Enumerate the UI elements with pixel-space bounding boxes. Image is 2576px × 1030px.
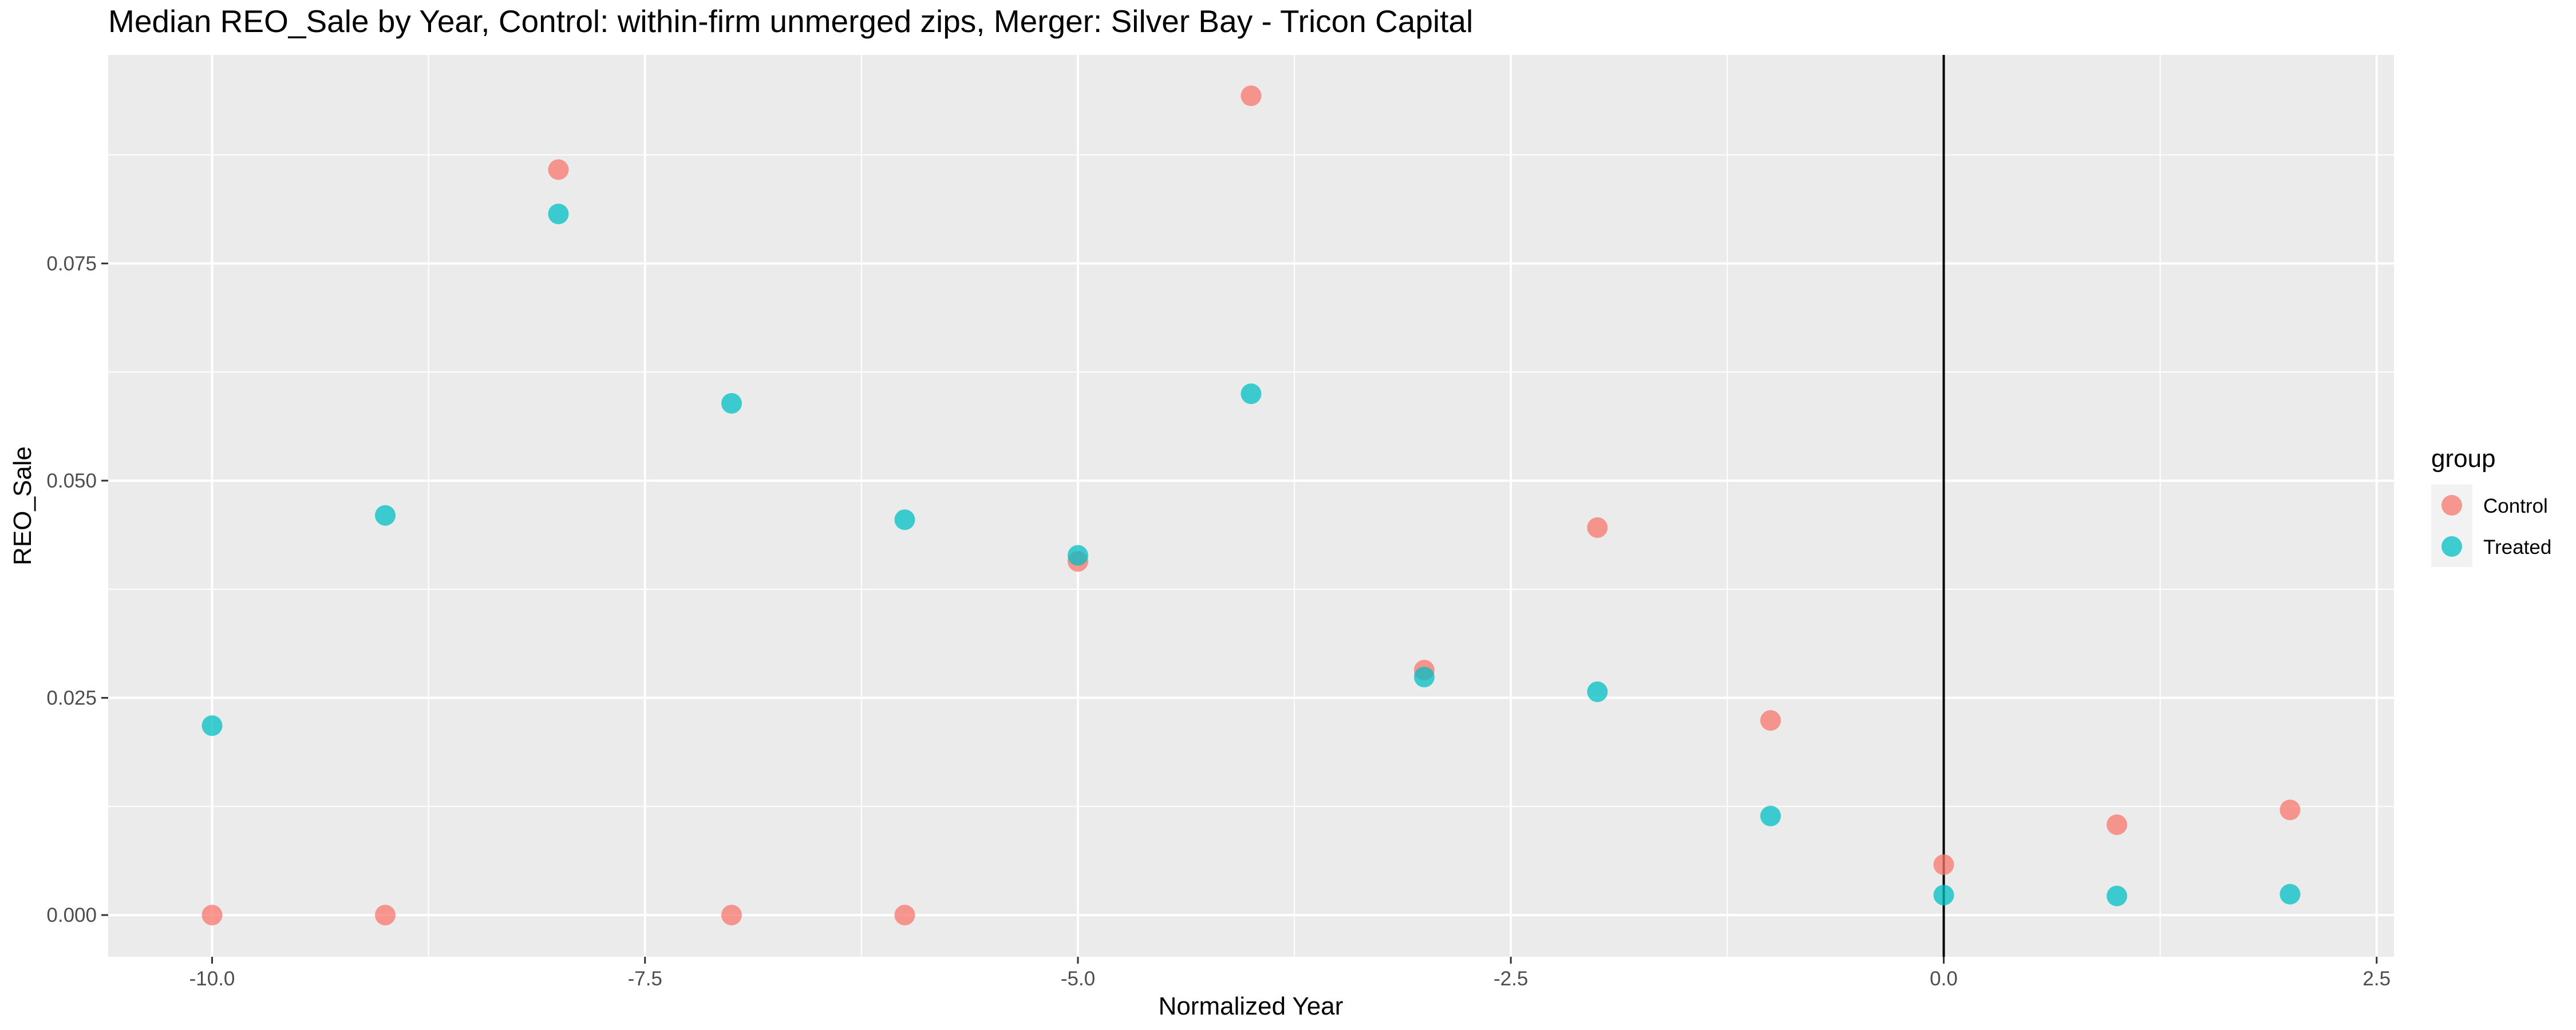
x-axis-label: Normalized Year [1159,992,1344,1020]
y-axis-label: REO_Sale [9,446,37,565]
control-point [894,905,915,926]
y-tick-label: 0.025 [46,687,97,710]
legend: group Control Treated [2431,445,2551,567]
treated-point [721,393,742,414]
x-tick-label: -5.0 [1061,968,1095,990]
treated-point [1414,667,1435,688]
treated-point [202,715,223,736]
x-tick-label: -7.5 [628,968,662,990]
legend-items: Control Treated [2431,485,2551,567]
legend-title: group [2431,445,2496,473]
treated-point [1760,806,1781,827]
legend-label-treated: Treated [2483,536,2551,558]
treated-point [2107,885,2127,906]
treated-point [1068,545,1088,566]
y-axis: 0.000 0.025 0.050 0.075 [46,252,108,926]
legend-label-control: Control [2483,495,2548,517]
treated-point [1240,383,1262,405]
y-tick-label: 0.000 [46,904,97,926]
x-tick-label: -2.5 [1494,968,1528,990]
control-point [1760,710,1781,731]
legend-swatch-control [2441,495,2462,516]
treated-point [375,505,396,526]
y-tick-label: 0.050 [46,470,97,492]
control-point [548,159,569,180]
chart-title: Median REO_Sale by Year, Control: within… [108,3,1473,39]
control-point [1240,85,1262,106]
treated-point [2279,884,2301,905]
treated-point [1587,681,1608,702]
control-point [202,905,223,926]
plot-panel [108,55,2394,957]
control-point [2107,814,2127,835]
x-tick-label: -10.0 [189,968,235,990]
control-point [2279,799,2301,821]
treated-point [1933,885,1954,906]
x-tick-label: 0.0 [1930,968,1958,990]
treated-point [894,509,915,530]
data-points [202,85,2301,926]
control-point [1587,517,1608,538]
x-axis: -10.0 -7.5 -5.0 -2.5 0.0 2.5 [189,957,2391,990]
legend-swatch-treated [2441,536,2462,557]
treated-point [548,203,569,224]
y-tick-label: 0.075 [46,252,97,275]
control-point [1933,854,1954,876]
control-point [375,905,396,926]
x-tick-label: 2.5 [2362,968,2391,990]
grid-minor [108,55,2394,957]
control-point [721,905,742,926]
